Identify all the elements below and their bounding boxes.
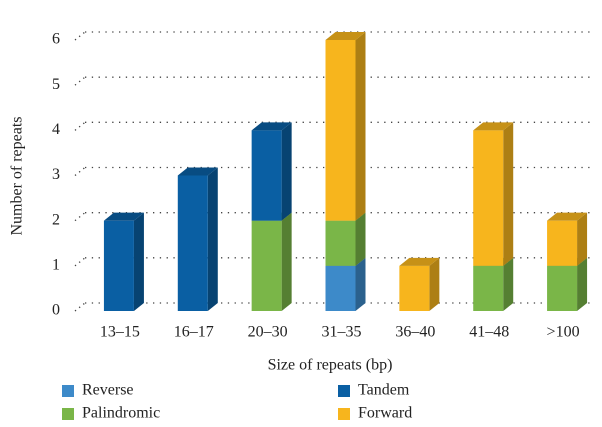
legend-swatch	[62, 385, 74, 397]
bar	[177, 175, 208, 311]
legend-label: Palindromic	[82, 405, 160, 422]
y-tick-label: 1	[52, 257, 60, 274]
bar	[325, 220, 356, 266]
grid-line	[74, 166, 86, 177]
bar-side	[503, 257, 514, 311]
bar-top	[399, 257, 440, 266]
bar-top	[547, 212, 588, 221]
grid-line	[74, 302, 86, 312]
bar-side	[281, 122, 292, 221]
legend-label: Forward	[358, 405, 412, 422]
y-tick-label: 2	[52, 211, 60, 228]
bar-side	[355, 212, 366, 266]
bar-side	[429, 257, 440, 311]
bar	[251, 130, 282, 221]
legend-label: Reverse	[82, 382, 134, 399]
bar	[103, 220, 134, 311]
bar	[399, 265, 430, 311]
bar	[547, 220, 578, 266]
bar-top	[325, 32, 366, 40]
x-tick-label: 41–48	[469, 324, 509, 341]
y-tick-label: 4	[52, 121, 60, 138]
y-tick-label: 6	[52, 31, 60, 48]
y-tick-label: 3	[52, 166, 60, 183]
bar	[473, 265, 504, 311]
y-tick-label: 0	[52, 302, 60, 319]
bar	[251, 220, 282, 311]
bar-side	[133, 212, 144, 311]
bar	[325, 265, 356, 311]
bar-top	[177, 167, 218, 176]
grid-line	[74, 121, 86, 131]
bar	[473, 130, 504, 266]
bar	[547, 265, 578, 311]
bar-side	[281, 212, 292, 311]
bar-side	[207, 167, 218, 311]
legend-label: Tandem	[358, 382, 410, 399]
legend-swatch	[338, 408, 350, 420]
bar-side	[577, 212, 588, 266]
grid-line	[74, 76, 86, 86]
x-axis-title: Size of repeats (bp)	[268, 357, 393, 374]
bar	[325, 40, 356, 221]
grid-line	[74, 212, 86, 222]
legend-swatch	[338, 385, 350, 397]
x-tick-label: >100	[547, 324, 580, 341]
legend-swatch	[62, 408, 74, 420]
grid-line	[74, 31, 86, 41]
bar-side	[503, 122, 514, 266]
y-tick-label: 5	[52, 76, 60, 93]
y-axis-title: Number of repeats	[9, 116, 26, 235]
x-tick-label: 36–40	[395, 324, 435, 341]
bar-top	[473, 122, 514, 131]
bar-side	[355, 257, 366, 311]
bar-top	[251, 122, 292, 131]
grid-line	[74, 257, 86, 267]
x-tick-label: 20–30	[248, 324, 288, 341]
x-tick-label: 13–15	[100, 324, 140, 341]
bar-side	[355, 32, 366, 221]
bar-top	[103, 212, 144, 221]
x-tick-label: 16–17	[174, 324, 214, 341]
bar-side	[577, 257, 588, 311]
x-tick-label: 31–35	[322, 324, 362, 341]
